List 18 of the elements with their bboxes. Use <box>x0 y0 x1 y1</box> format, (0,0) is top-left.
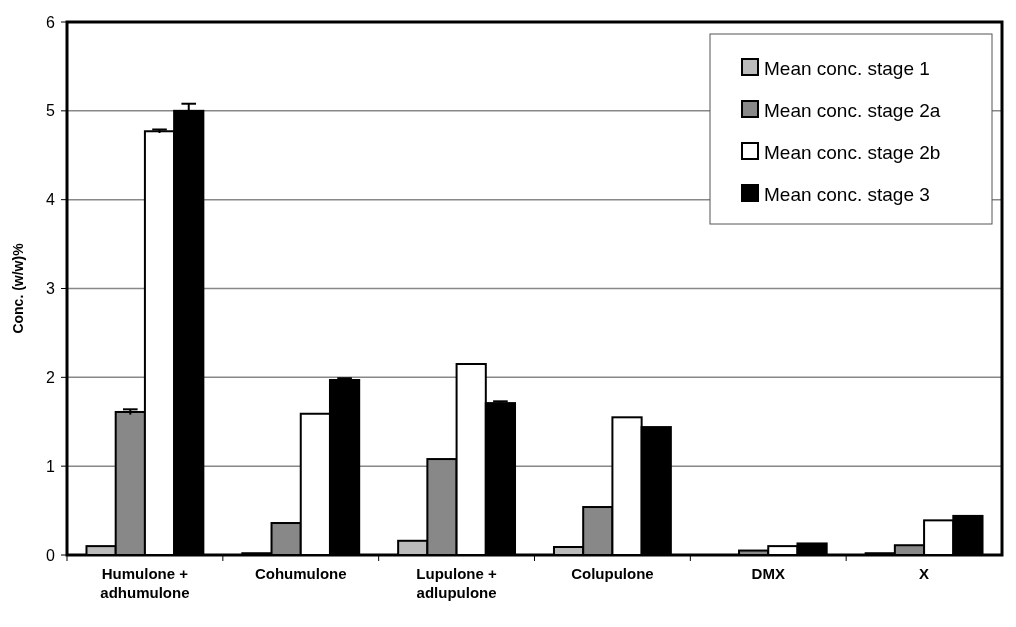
x-tick-label: Colupulone <box>571 565 654 582</box>
y-tick-label: 0 <box>46 546 56 564</box>
x-tick-label: Humulone + adhumulone <box>100 565 190 601</box>
x-tick-label: X <box>919 565 930 582</box>
y-tick-label: 4 <box>46 191 56 209</box>
x-tick-label: Lupulone + adlupulone <box>416 565 498 601</box>
y-tick-label: 2 <box>46 368 56 386</box>
y-tick-label: 1 <box>46 457 56 475</box>
legend-label: Mean conc. stage 2a <box>764 99 941 121</box>
y-tick-label: 5 <box>46 102 56 120</box>
x-tick-label: DMX <box>751 565 785 582</box>
y-tick-label: 3 <box>46 280 56 298</box>
legend-label: Mean conc. stage 2b <box>764 141 941 163</box>
y-axis-title: Conc. (w/w)% <box>10 242 26 334</box>
legend-label: Mean conc. stage 1 <box>764 57 930 79</box>
y-tick-label: 6 <box>46 13 56 31</box>
legend-label: Mean conc. stage 3 <box>764 183 930 205</box>
x-tick-label: Cohumulone <box>254 565 347 582</box>
